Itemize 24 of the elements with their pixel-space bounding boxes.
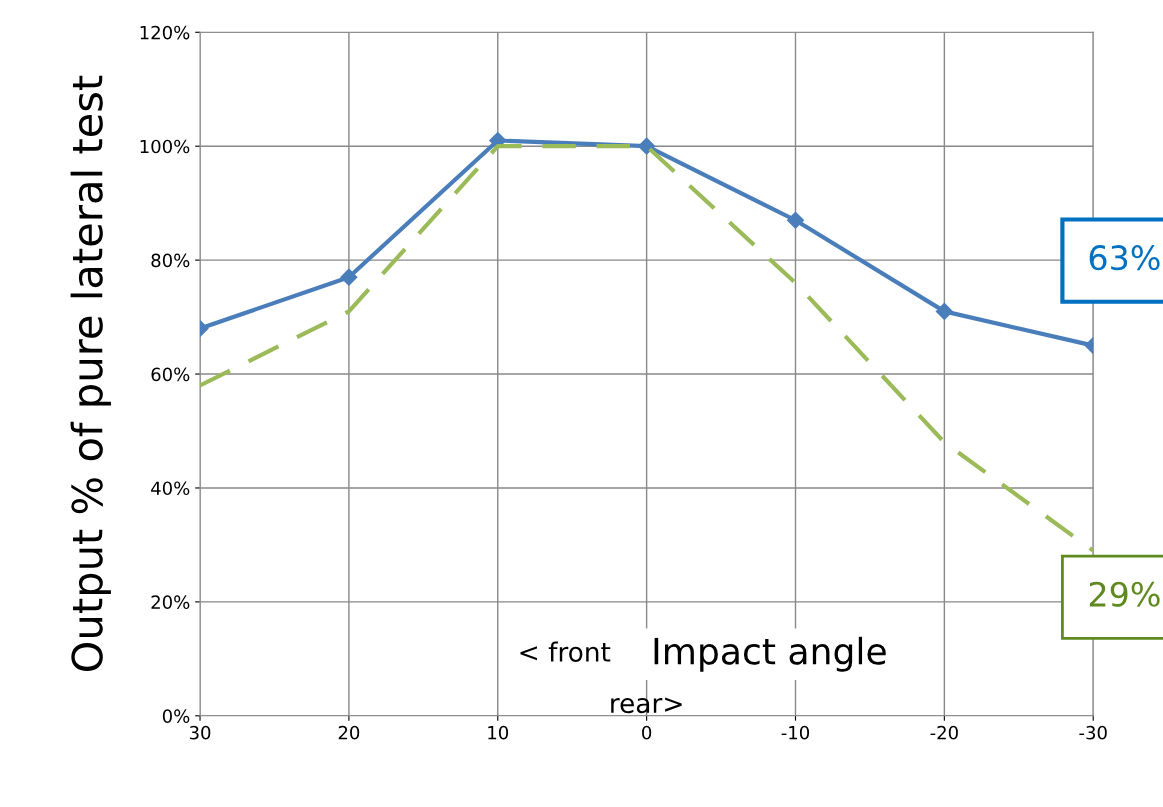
y-tick-label: 80% (151, 253, 190, 268)
y-tick-label: 20% (151, 595, 190, 609)
point (638, 137, 656, 155)
y-tick-label: 120% (140, 25, 190, 40)
annotation: < front (520, 641, 611, 662)
point (489, 131, 507, 150)
point (786, 211, 805, 229)
annotation: 63% (1089, 245, 1160, 271)
annotation: rear> (611, 697, 682, 714)
x-tick-label: -30 (1079, 725, 1107, 740)
annotation: 29% (1089, 581, 1160, 607)
y-axis-title: Output % of pure lateral test (70, 75, 111, 672)
x-axis-title: Impact angle (654, 636, 886, 672)
x-tick-label: 0 (642, 725, 652, 740)
x-tick-label: 20 (338, 725, 360, 740)
x-tick-label: 30 (189, 725, 211, 740)
x-tick-label: -20 (930, 725, 958, 740)
y-tick-label: 60% (151, 367, 190, 382)
y-tick-label: 0% (162, 709, 190, 723)
y-tick-label: 40% (151, 481, 190, 496)
x-tick-label: 10 (488, 725, 509, 740)
y-tick-label: 100% (140, 139, 190, 154)
point (935, 302, 953, 320)
x-tick-label: -10 (781, 725, 810, 740)
